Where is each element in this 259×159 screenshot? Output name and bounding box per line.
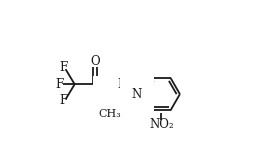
Text: N: N: [117, 78, 127, 91]
Text: F: F: [59, 94, 67, 107]
Text: O: O: [90, 55, 100, 68]
Text: N: N: [132, 88, 142, 101]
Text: F: F: [59, 61, 67, 74]
Text: NO₂: NO₂: [149, 118, 174, 131]
Text: F: F: [55, 78, 64, 91]
Text: CH₃: CH₃: [98, 109, 121, 119]
Text: N: N: [104, 88, 115, 101]
